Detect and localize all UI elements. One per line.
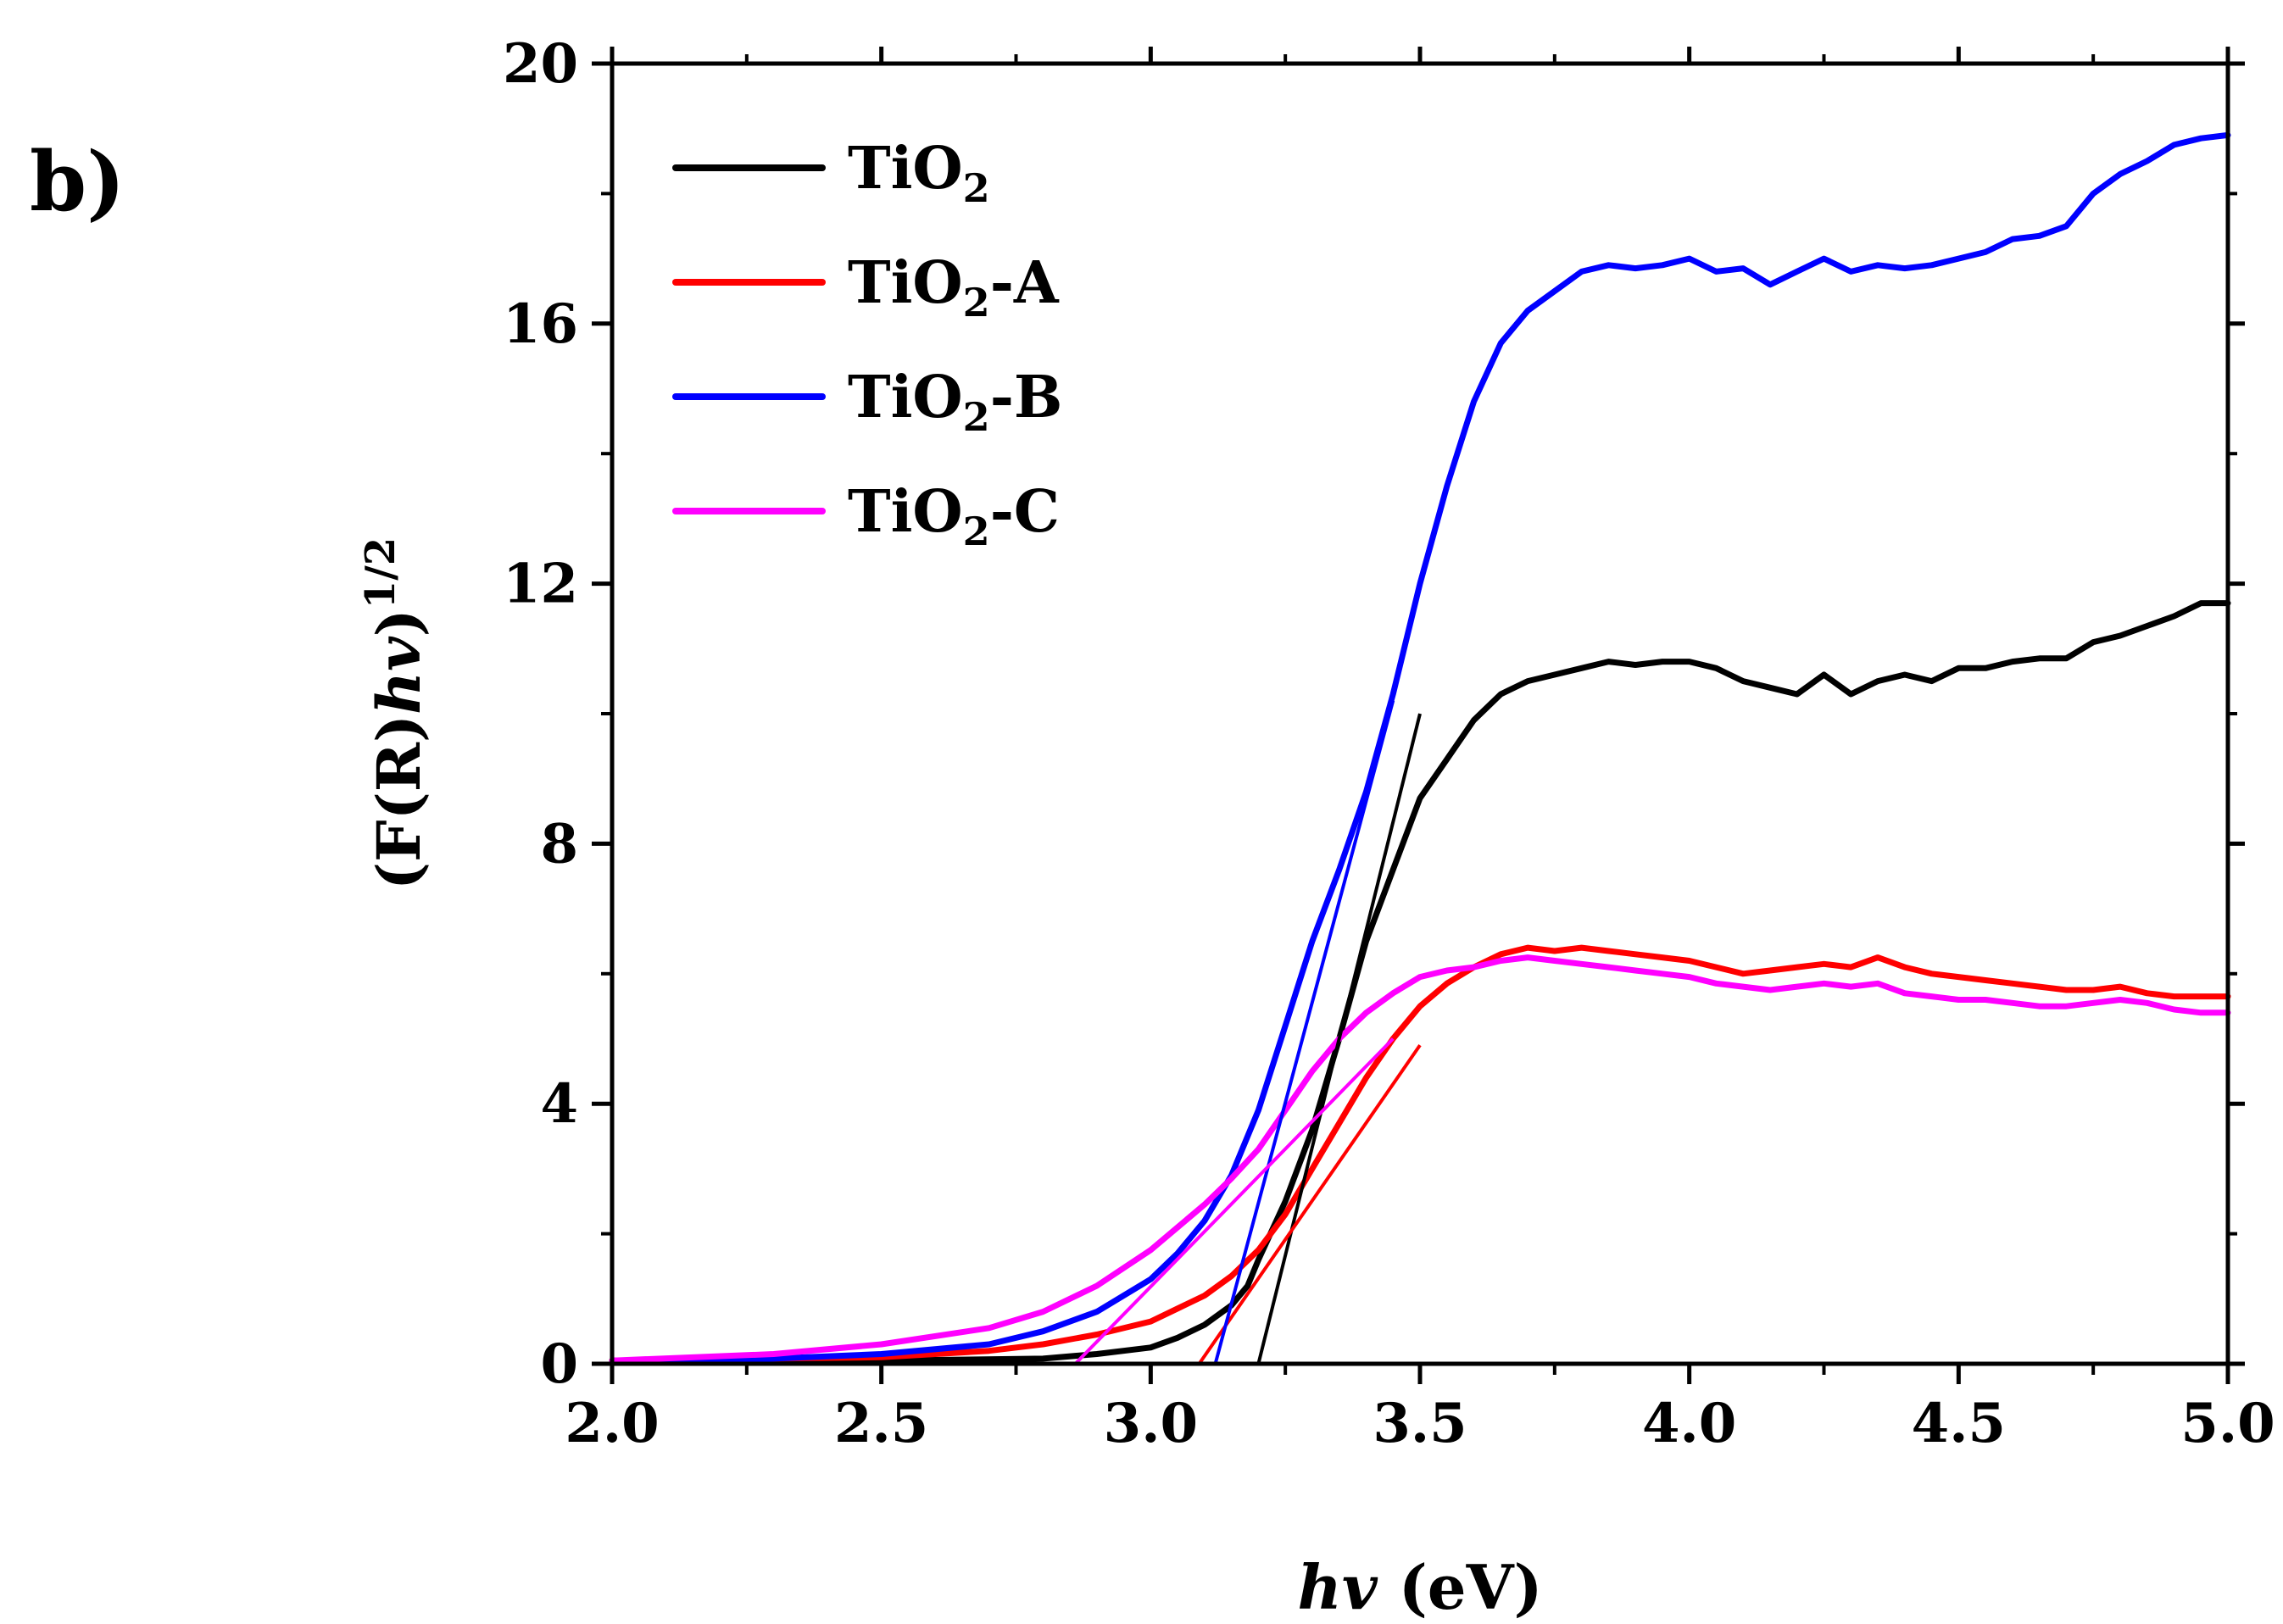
panel-label: b) (30, 134, 125, 230)
x-axis: 2.0 2.5 3.0 3.5 4.0 4.5 5.0 (565, 47, 2275, 1455)
series-line-tio2-b (609, 131, 2231, 1365)
fit-line-tio2-c (1073, 1037, 1395, 1365)
legend-label-tio2-a: TiO2-A (848, 249, 1060, 325)
x-axis-label: hv (eV) (1297, 1551, 1542, 1623)
x-tick-label: 4.5 (1912, 1392, 2006, 1455)
y-axis: 0 4 8 12 16 20 (503, 32, 2245, 1396)
x-tick-label: 2.0 (565, 1392, 659, 1455)
x-tick-label: 2.5 (834, 1392, 928, 1455)
x-axis-label-unit: (eV) (1378, 1551, 1543, 1623)
x-tick-label: 5.0 (2180, 1392, 2275, 1455)
y-tick-label: 12 (503, 553, 578, 616)
fit-line-tio2-b (1213, 700, 1395, 1365)
series-line-tio2-a (609, 944, 2231, 1364)
y-axis-label-suffix: ) (364, 609, 434, 637)
x-tick-label: 3.5 (1373, 1392, 1467, 1455)
series-group (609, 131, 2231, 1365)
series-line-tio2 (609, 600, 2231, 1364)
y-axis-label-superscript: 1/2 (357, 537, 404, 609)
fit-line-tio2 (1256, 713, 1422, 1365)
y-tick-label: 0 (540, 1332, 578, 1396)
y-axis-label: (F(R)hv)1/2 (357, 537, 434, 890)
legend-label-tio2: TiO2 (848, 135, 990, 211)
legend-label-tio2-c: TiO2-C (848, 478, 1060, 554)
x-axis-label-italic: hv (1297, 1551, 1378, 1623)
y-tick-label: 20 (503, 32, 578, 96)
y-tick-label: 16 (503, 292, 578, 356)
legend: TiO2 TiO2-A TiO2-B TiO2-C (672, 135, 1062, 554)
legend-label-tio2-b: TiO2-B (848, 364, 1062, 440)
y-axis-label-prefix: (F(R) (364, 715, 434, 890)
x-tick-label: 3.0 (1104, 1392, 1198, 1455)
fit-lines (1073, 700, 1422, 1365)
x-tick-label: 4.0 (1642, 1392, 1736, 1455)
fit-line-tio2-a (1197, 1044, 1422, 1365)
y-axis-label-italic: hv (364, 636, 434, 715)
y-tick-label: 4 (540, 1072, 578, 1136)
series-line-tio2-c (609, 954, 2231, 1364)
y-tick-label: 8 (540, 812, 578, 876)
